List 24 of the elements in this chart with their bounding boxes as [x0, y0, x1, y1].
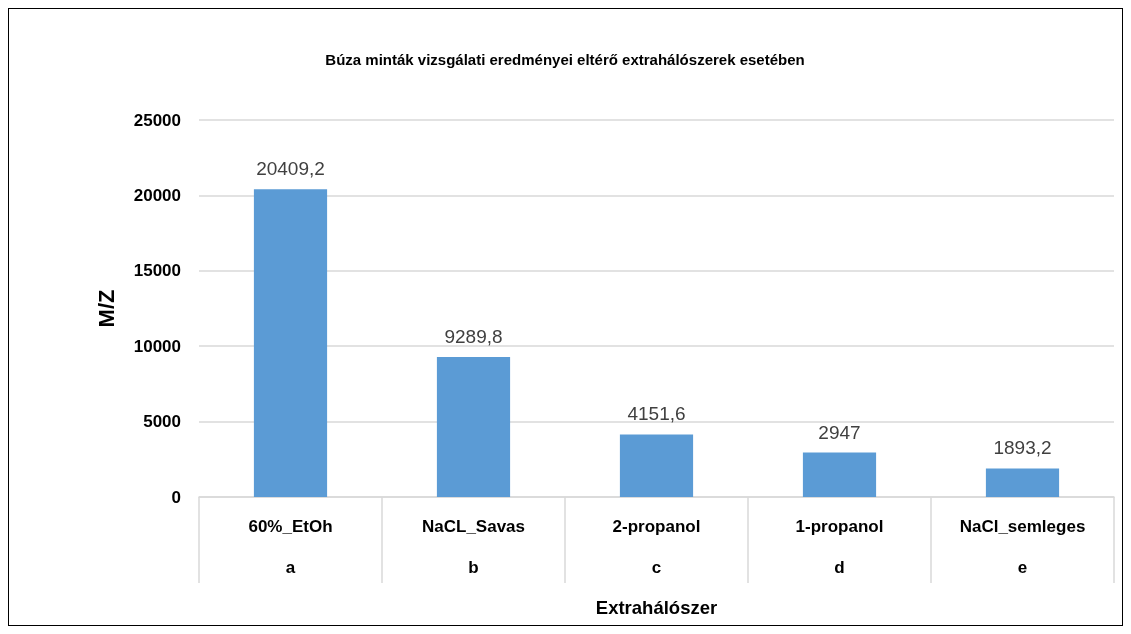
category-label: 60%_EtOh a	[248, 517, 333, 577]
category-label: 1-propanol d	[795, 517, 884, 577]
bar	[802, 452, 877, 497]
category-label: NaCl_semleges e	[959, 517, 1086, 577]
data-label: 9289,8	[444, 325, 503, 347]
bar	[253, 189, 328, 497]
bar	[436, 356, 511, 497]
y-tick-label: 5000	[143, 412, 181, 432]
chart-title: Búza minták vizsgálati eredményei eltérő extrahálószerek esetében	[325, 51, 805, 68]
data-label: 4151,6	[627, 403, 686, 425]
bar	[985, 468, 1060, 497]
y-tick-label: 20000	[133, 185, 181, 205]
data-label: 2947	[818, 421, 861, 443]
x-axis-title: Extrahálószer	[595, 597, 718, 618]
y-tick-label: 0	[171, 487, 181, 507]
y-tick-label: 15000	[133, 261, 181, 281]
data-label: 20409,2	[256, 158, 325, 180]
data-label: 1893,2	[993, 437, 1052, 459]
category-label: 2-propanol c	[612, 517, 701, 577]
y-tick-label: 25000	[133, 110, 181, 130]
bar	[619, 434, 694, 497]
category-label: NaCL_Savas b	[421, 517, 526, 577]
y-tick-label: 10000	[133, 336, 181, 356]
y-axis-title: M/Z	[93, 289, 119, 328]
